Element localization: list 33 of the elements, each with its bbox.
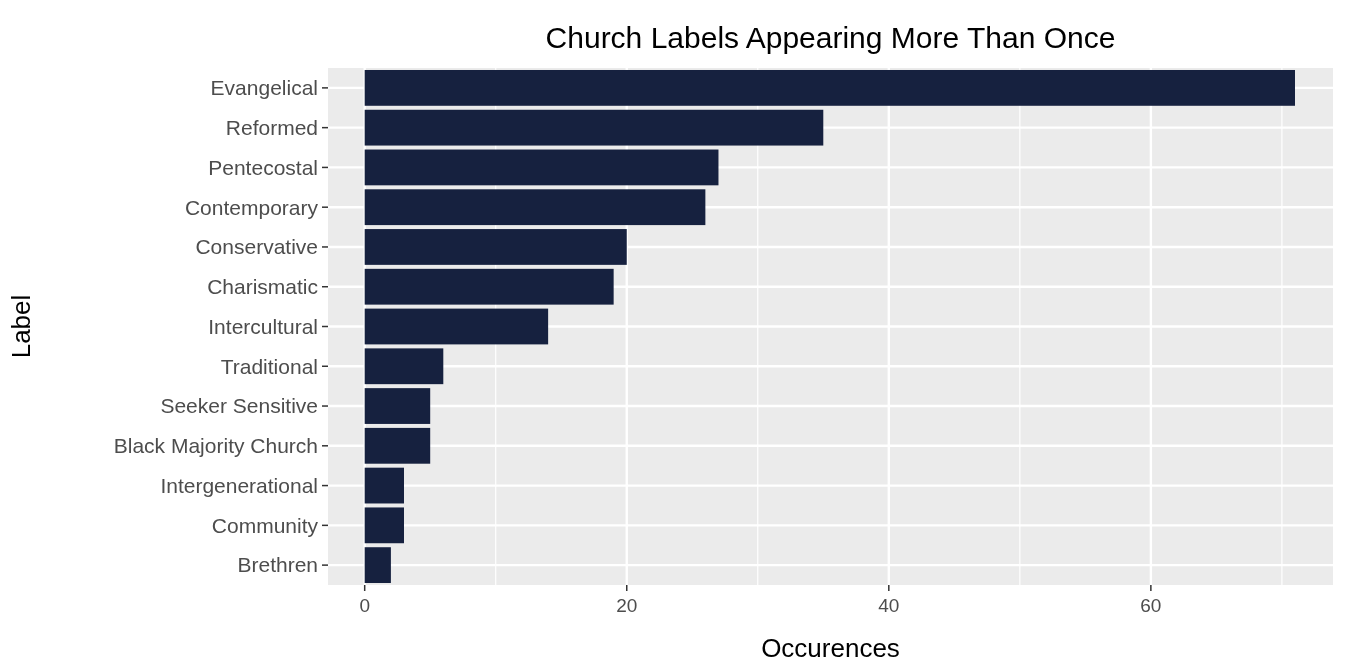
y-tick-label: Traditional — [220, 354, 318, 378]
bar — [364, 69, 1295, 106]
x-tick-label: 40 — [878, 595, 900, 616]
y-tick-label: Charismatic — [207, 275, 318, 299]
bar — [364, 427, 431, 464]
bar — [364, 388, 431, 424]
y-tick-label: Conservative — [195, 235, 318, 259]
y-tick-label: Intercultural — [208, 314, 318, 338]
bar — [364, 109, 824, 146]
y-tick-label: Pentecostal — [208, 155, 318, 179]
y-tick-label: Seeker Sensitive — [160, 394, 318, 418]
chart-title: Church Labels Appearing More Than Once — [545, 21, 1116, 54]
bar — [364, 348, 444, 385]
y-tick-label: Black Majority Church — [113, 434, 318, 458]
x-tick-label: 0 — [359, 595, 370, 616]
bar — [364, 467, 404, 504]
bar — [364, 229, 627, 265]
y-tick-label: Intergenerational — [160, 473, 318, 497]
y-tick-label: Reformed — [225, 116, 318, 139]
bar — [364, 268, 614, 305]
bar — [364, 189, 706, 226]
x-tick-label: 60 — [1140, 595, 1162, 616]
y-tick-label: Evangelical — [210, 76, 318, 100]
bar — [364, 308, 549, 345]
x-axis-title: Occurences — [761, 633, 900, 663]
bar — [364, 149, 719, 186]
y-tick-label: Community — [211, 513, 319, 537]
y-tick-label: Contemporary — [184, 195, 319, 219]
y-axis-title: Label — [6, 294, 36, 359]
bar — [364, 547, 391, 584]
x-tick-label: 20 — [616, 595, 638, 616]
y-tick-label: Brethren — [237, 553, 318, 577]
bar — [364, 507, 404, 544]
